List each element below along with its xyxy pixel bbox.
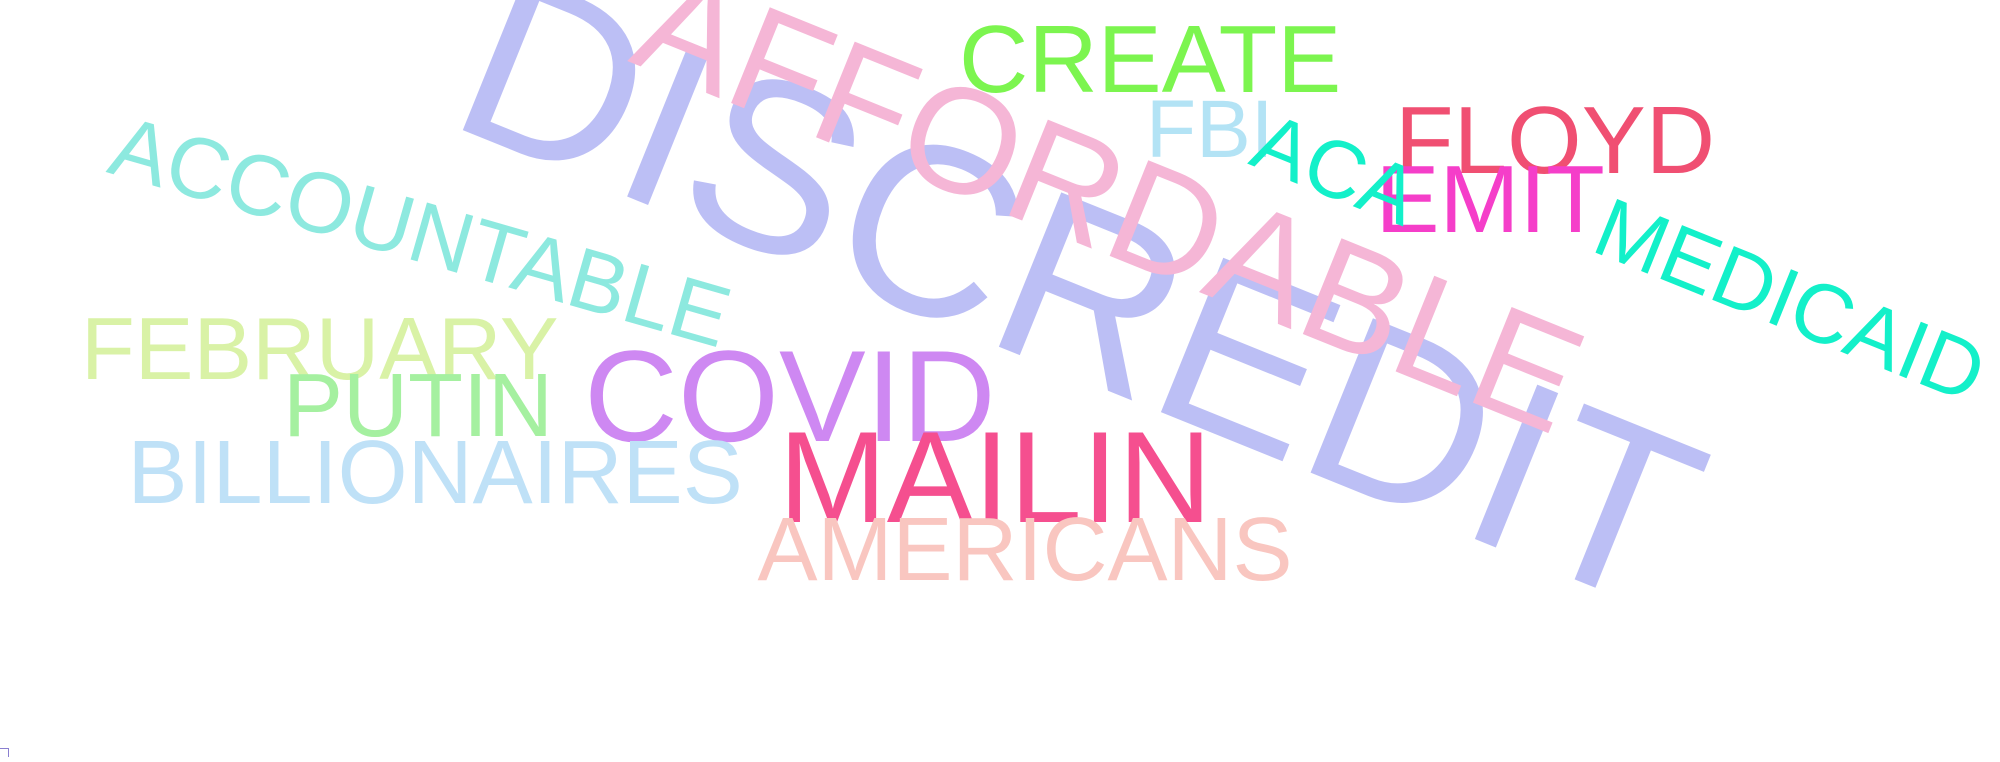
word-emit: EMIT xyxy=(1375,146,1605,253)
word-floyd: FLOYD xyxy=(1395,87,1716,194)
word-americans: AMERICANS xyxy=(757,500,1293,600)
word-putin: PUTIN xyxy=(283,356,553,456)
word-fbi: FBI xyxy=(1146,84,1274,175)
word-create: CREATE xyxy=(959,6,1342,113)
word-billionaires: BILLIONAIRES xyxy=(127,423,743,523)
word-february: FEBRUARY xyxy=(81,299,559,398)
word-covid: COVID xyxy=(584,323,996,469)
word-mailin: MAILIN xyxy=(778,404,1212,550)
corner-mark xyxy=(0,748,9,757)
